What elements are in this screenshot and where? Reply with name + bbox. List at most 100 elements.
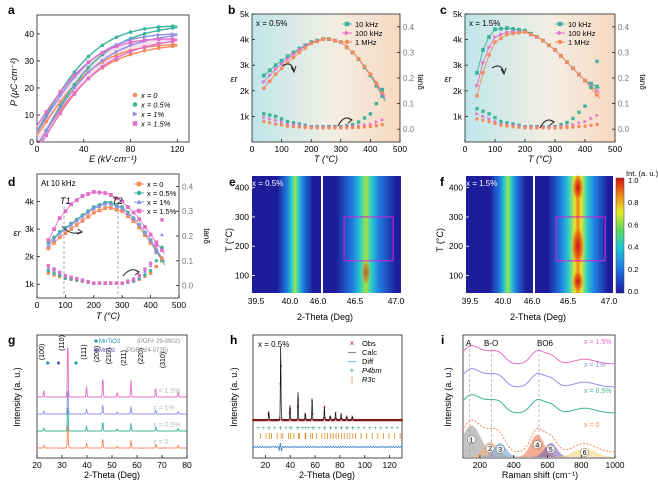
eps-point: [297, 50, 302, 55]
obs-point: ×: [369, 418, 372, 424]
series-label-g-3: x = 1.5%: [153, 388, 180, 395]
obs-point: ×: [343, 418, 346, 424]
ylabel-e: T (°C): [224, 228, 234, 252]
peak-number: 3: [498, 447, 502, 454]
x-tick-label: 400: [578, 144, 592, 154]
t1-label: T1: [60, 196, 71, 206]
obs-point: ×: [356, 418, 359, 424]
obs-point: ×: [355, 418, 358, 424]
series-label-i-1: x = 0.5%: [584, 388, 611, 395]
obs-point: ×: [268, 418, 271, 424]
y-tick-label: 20: [25, 83, 35, 93]
panel-i: i 12 345 6x = 0x = 0.5%x = 1%x = 1.5%200 40…: [441, 333, 625, 480]
p4bm-tick: +: [357, 426, 361, 432]
tan-point: [114, 281, 119, 285]
obs-point: ×: [301, 418, 304, 424]
tan-point: [345, 126, 349, 130]
eps-point: [154, 246, 159, 251]
tan-point: [52, 267, 56, 271]
eps-point: [493, 27, 497, 32]
x-tick-label: 200: [304, 144, 318, 154]
loop-marker: [156, 33, 161, 37]
eps-point: [475, 70, 479, 75]
obs-point: ×: [333, 417, 336, 423]
obs-point: ×: [338, 418, 341, 424]
tan-point: [103, 281, 107, 285]
obs-point: ×: [377, 418, 380, 424]
obs-point: ×: [365, 418, 368, 424]
eps-point: [517, 30, 521, 35]
y-tick-label: 4k: [25, 197, 35, 207]
xrd-trace-2: [37, 390, 187, 415]
p4bm-tick: +: [339, 426, 343, 432]
y2-tick-label: 0.4: [182, 182, 194, 191]
eps-point: [261, 73, 266, 78]
tan-point: [589, 123, 593, 128]
obs-point: ×: [286, 418, 289, 424]
p4bm-tick: +: [368, 426, 372, 432]
tan-point: [46, 269, 51, 273]
tan-point: [505, 121, 509, 125]
x-tick-label: 1000: [606, 460, 625, 470]
p4bm-tick: +: [256, 426, 260, 432]
obs-point: ×: [270, 418, 273, 424]
peak-number-badge: [580, 447, 590, 457]
obs-point: ×: [265, 418, 268, 424]
series-label-g-0: x = 0: [153, 439, 168, 446]
colorbar-title: Int. (a. u.): [626, 169, 658, 178]
ylabel-i: Intensity (a. u.): [443, 367, 453, 427]
heatmap-left-band: [277, 176, 314, 293]
eps-point: [327, 37, 331, 41]
eps-point: [91, 210, 96, 215]
tan-point: [46, 271, 51, 275]
obs-point: ×: [391, 418, 394, 424]
obs-point: ×: [291, 418, 294, 424]
obs-point: ×: [290, 418, 293, 424]
x-tick-label: 0: [250, 144, 255, 154]
tan-point: [475, 107, 479, 111]
panel-g: g x = 0 x = 0.5% x = 1% x = 1.5% (100) (110) (…: [8, 333, 192, 480]
eps-point: [303, 46, 308, 50]
eps-point: [475, 94, 479, 98]
tan-point: [511, 124, 515, 129]
tan-point: [154, 250, 159, 255]
ylabel-d: εr: [14, 228, 22, 238]
mntio3-marker-icon: [94, 339, 98, 343]
obs-point: ×: [341, 418, 344, 424]
tan-point: [126, 279, 130, 283]
obs-point: ×: [271, 418, 274, 424]
tan-point: [541, 126, 545, 130]
eps-point: [97, 208, 102, 213]
legend-label-h-0: Obs: [362, 339, 376, 348]
tan-point: [356, 125, 361, 130]
ylabel-g: Intensity (a. u.): [12, 367, 22, 427]
eps-point: [148, 237, 153, 242]
p4bm-tick: +: [390, 426, 394, 432]
legend-marker: [136, 190, 142, 196]
tan-point: [487, 119, 491, 124]
obs-point: ×: [399, 418, 402, 424]
eps-point: [285, 54, 290, 59]
obs-point: ×: [384, 418, 387, 424]
eps-point: [571, 66, 575, 71]
eps-point: [279, 58, 284, 63]
eps-point: [125, 214, 130, 219]
obs-point: ×: [309, 418, 312, 424]
p4bm-tick: +: [284, 426, 288, 432]
obs-point: ×: [260, 418, 263, 424]
annotation-b: x = 0.5%: [256, 19, 287, 28]
eps-point: [344, 45, 349, 50]
obs-point: ×: [317, 418, 320, 424]
panel-b: b 0 100 200 300 400 500 1k 2k 3k 4k 5k 0.0 0.1 0.2 0.3…: [228, 3, 425, 164]
eps-point: [505, 26, 509, 30]
y-tick-label: 10: [25, 110, 35, 120]
panel-letter-i: i: [441, 333, 444, 347]
x-tick-label: 120: [382, 460, 396, 470]
eps-point: [523, 30, 527, 34]
plot-g: x = 0 x = 0.5% x = 1% x = 1.5% (100) (110) (11…: [32, 335, 192, 470]
obs-point: ×: [389, 418, 392, 424]
plot-b: 0 100 200 300 400 500 1k 2k 3k 4k 5k 0.0 0.1 0.2 0.3 0.…: [240, 9, 415, 154]
obs-point: ×: [381, 418, 384, 424]
obs-point: ×: [401, 418, 404, 424]
